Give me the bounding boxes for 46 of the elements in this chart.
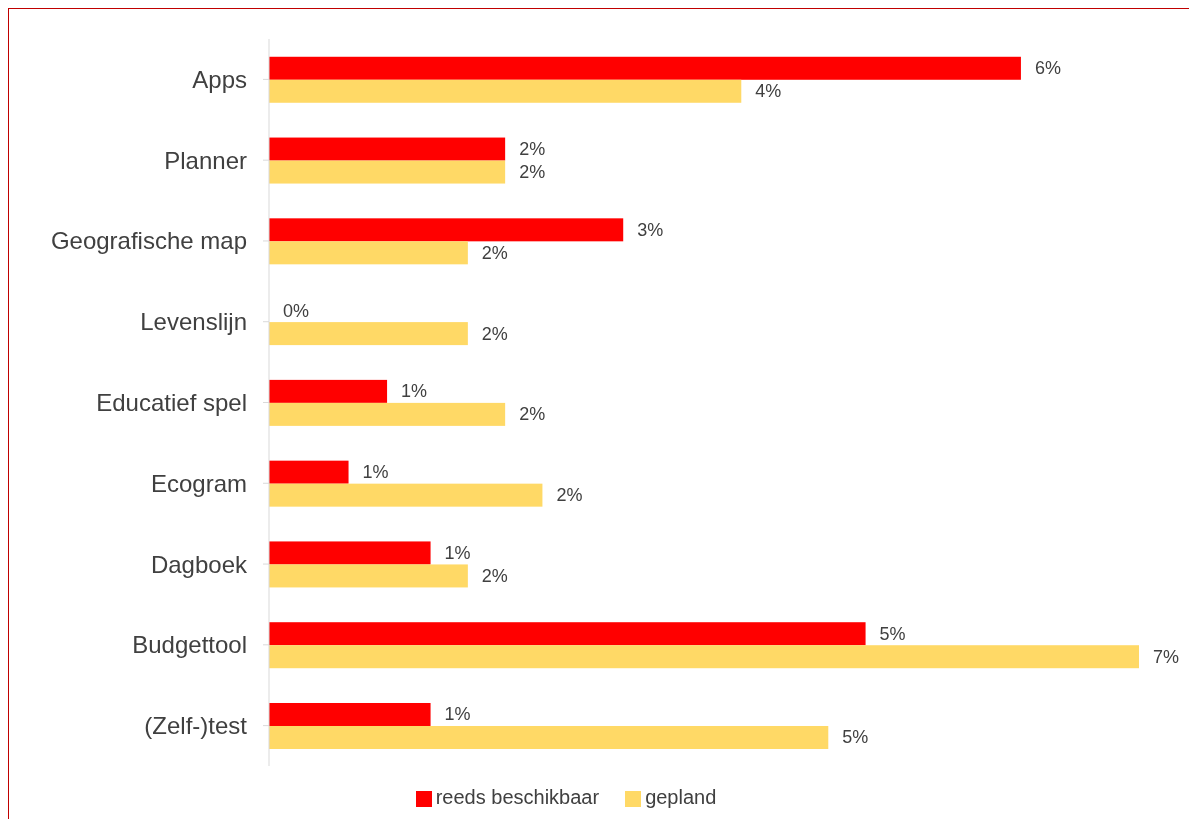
bar bbox=[269, 79, 742, 103]
bar bbox=[269, 564, 468, 588]
bar bbox=[269, 645, 1139, 669]
data-label: 2% bbox=[556, 485, 583, 506]
data-label: 7% bbox=[1153, 646, 1180, 667]
y-tick-label: Budgettool bbox=[132, 631, 247, 659]
data-label: 0% bbox=[283, 300, 310, 321]
y-tick-label: (Zelf-)test bbox=[144, 712, 248, 740]
data-label: 2% bbox=[481, 242, 508, 263]
y-tick-label: Geografische map bbox=[50, 227, 247, 255]
data-label: 4% bbox=[755, 81, 782, 102]
bar bbox=[269, 460, 349, 484]
bar bbox=[269, 241, 468, 265]
y-tick-label: Dagboek bbox=[150, 550, 248, 578]
data-label: 2% bbox=[519, 404, 546, 425]
y-tick-label: Ecogram bbox=[150, 469, 247, 497]
data-label: 1% bbox=[444, 704, 471, 725]
y-tick-label: Levenslijn bbox=[140, 308, 247, 336]
data-label: 6% bbox=[1034, 58, 1061, 79]
bar bbox=[269, 322, 468, 346]
data-label: 2% bbox=[519, 139, 546, 160]
data-label: 1% bbox=[444, 542, 471, 563]
y-tick-label: Apps bbox=[192, 65, 247, 93]
legend-label: gepland bbox=[645, 786, 717, 808]
bar bbox=[269, 402, 506, 426]
data-label: 1% bbox=[362, 462, 389, 483]
bar bbox=[269, 483, 543, 507]
data-label: 2% bbox=[519, 162, 546, 183]
bar bbox=[269, 218, 624, 242]
bar bbox=[269, 702, 431, 726]
bar bbox=[269, 725, 829, 749]
data-label: 5% bbox=[879, 623, 906, 644]
y-tick-label: Educatief spel bbox=[96, 389, 247, 417]
bar bbox=[269, 137, 506, 161]
data-label: 2% bbox=[481, 323, 508, 344]
bar bbox=[269, 379, 388, 403]
bar bbox=[269, 541, 431, 565]
y-tick-label: Planner bbox=[164, 146, 247, 174]
data-label: 5% bbox=[842, 727, 869, 748]
bar bbox=[269, 622, 866, 646]
data-label: 1% bbox=[401, 381, 428, 402]
legend-label: reeds beschikbaar bbox=[435, 786, 600, 808]
bar bbox=[269, 56, 1021, 80]
data-label: 2% bbox=[481, 565, 508, 586]
data-label: 3% bbox=[637, 219, 664, 240]
bar bbox=[269, 160, 506, 184]
